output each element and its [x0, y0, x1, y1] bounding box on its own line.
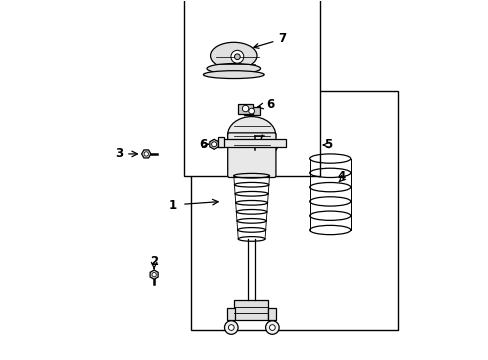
Bar [234, 300, 268, 320]
Circle shape [269, 325, 275, 330]
Text: 6: 6 [265, 99, 274, 112]
Circle shape [242, 105, 248, 112]
Circle shape [234, 54, 240, 60]
Circle shape [211, 142, 216, 147]
Circle shape [230, 50, 244, 63]
Bar [190, 91, 397, 330]
Bar [238, 104, 252, 113]
Ellipse shape [206, 64, 260, 73]
Circle shape [144, 152, 148, 156]
Polygon shape [142, 150, 151, 158]
Bar [244, 107, 259, 115]
Circle shape [152, 273, 156, 277]
Text: 7: 7 [253, 32, 286, 48]
Bar [268, 308, 276, 320]
Circle shape [265, 321, 279, 334]
Polygon shape [150, 270, 158, 279]
Ellipse shape [227, 117, 275, 154]
Text: 6: 6 [199, 138, 207, 151]
FancyBboxPatch shape [227, 133, 275, 177]
Bar [183, 0, 319, 176]
Circle shape [248, 108, 254, 114]
Circle shape [224, 321, 238, 334]
Circle shape [228, 325, 234, 330]
Text: 2: 2 [150, 255, 158, 268]
Text: 3: 3 [115, 148, 122, 161]
Text: 1: 1 [168, 199, 176, 212]
Ellipse shape [210, 42, 257, 69]
Bar [227, 308, 235, 320]
Bar [217, 137, 224, 147]
Text: 4: 4 [337, 170, 345, 183]
Ellipse shape [203, 71, 264, 78]
Bar [217, 139, 285, 147]
Text: 5: 5 [324, 139, 332, 152]
Polygon shape [209, 139, 218, 149]
